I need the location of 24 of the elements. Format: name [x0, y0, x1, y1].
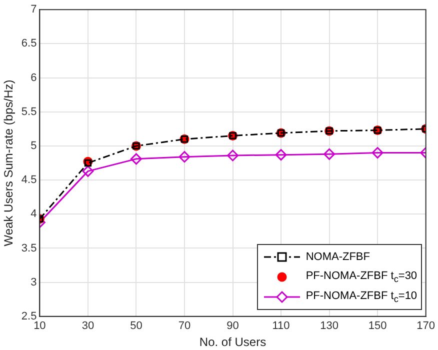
x-tick-label: 50: [130, 320, 142, 332]
x-tick-label: 110: [272, 320, 290, 332]
y-tick-label: 5.5: [21, 106, 37, 118]
y-tick-label: 6.5: [21, 38, 37, 50]
x-tick-label: 130: [320, 320, 338, 332]
x-axis-title: No. of Users: [199, 335, 266, 350]
x-tick-label: 90: [226, 320, 239, 332]
y-tick-label: 3: [30, 276, 37, 288]
y-tick-label: 3.5: [21, 242, 37, 254]
x-tick-label: 10: [34, 320, 46, 332]
y-axis-title: Weak Users Sum-rate (bps/Hz): [2, 80, 16, 246]
y-tick-label: 2.5: [21, 310, 37, 322]
x-tick-label: 30: [82, 320, 94, 332]
y-tick-label: 5: [30, 140, 37, 152]
y-tick-label: 4.5: [21, 174, 37, 186]
legend-label: NOMA-ZFBF: [306, 251, 370, 264]
legend-label: PF-NOMA-ZFBF t$_{c}$=30: [306, 270, 418, 284]
legend-label: PF-NOMA-ZFBF t$_{c}$=10: [306, 290, 418, 304]
y-tick-label: 6: [30, 72, 37, 84]
y-tick-label: 4: [30, 208, 37, 220]
y-tick-label: 7: [30, 4, 37, 16]
x-tick-label: 70: [178, 320, 191, 332]
x-tick-label: 150: [368, 320, 387, 332]
x-tick-label: 170: [416, 320, 436, 332]
